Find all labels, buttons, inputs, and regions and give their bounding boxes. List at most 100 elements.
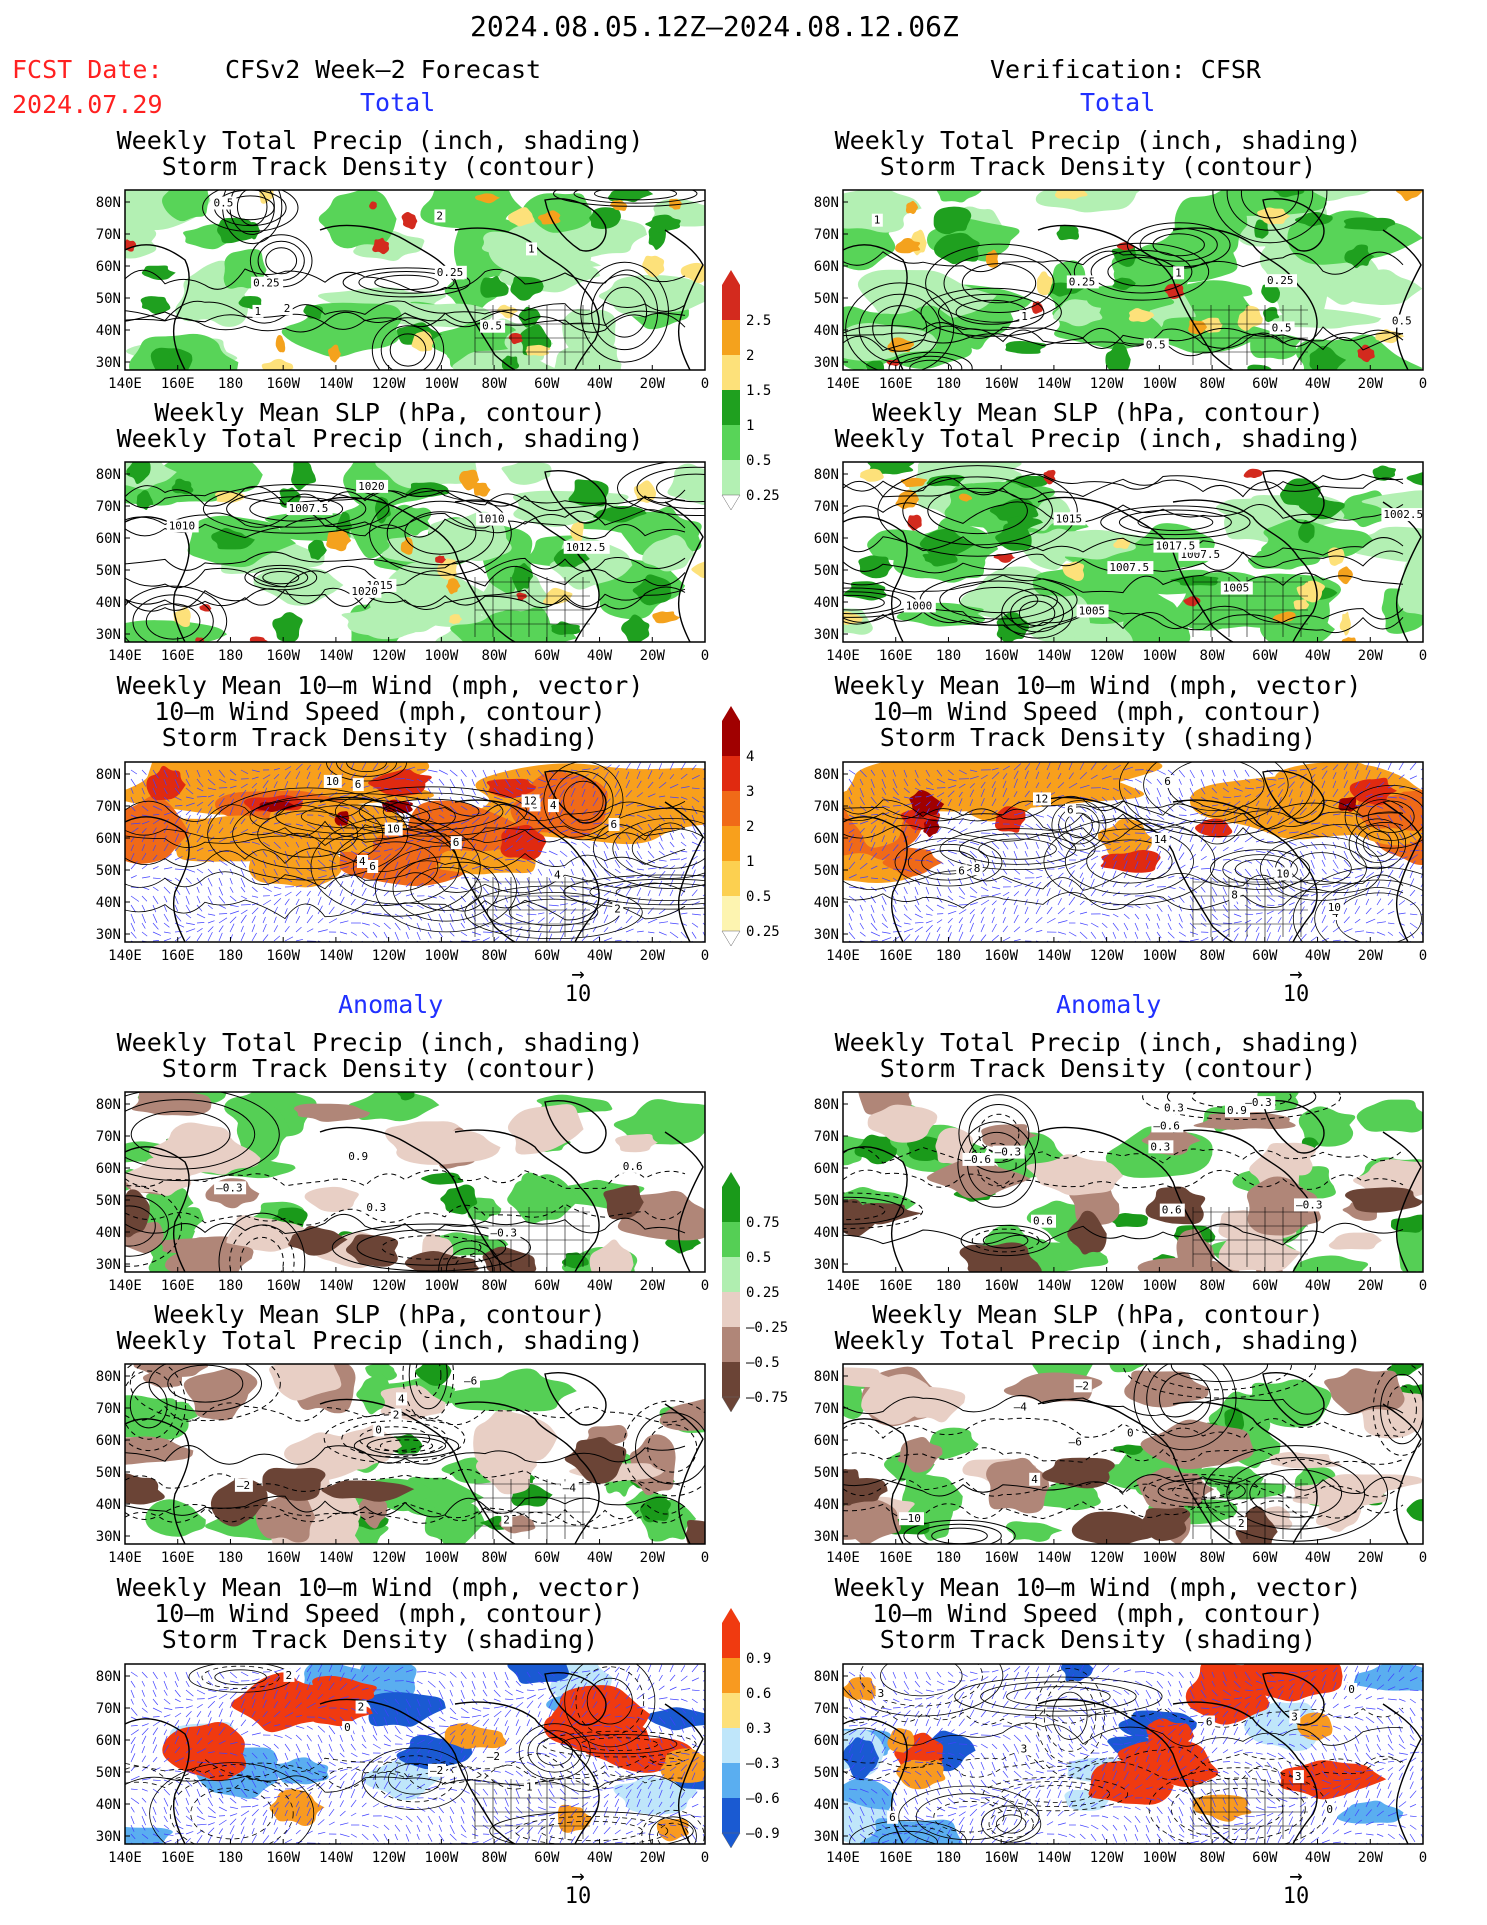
wind-vector	[372, 877, 378, 888]
wind-vector	[130, 931, 137, 939]
wind-vector	[174, 1797, 179, 1806]
wind-vector	[647, 1761, 657, 1766]
wind-vector	[958, 1671, 968, 1677]
wind-vector	[361, 1674, 369, 1682]
wind-vector	[163, 886, 171, 894]
wind-vector	[603, 1700, 611, 1709]
wind-vector	[1057, 859, 1066, 863]
map-content: –0.60.3–0.30.90.6–0.3–0.6–0.30.60.3	[843, 1092, 1423, 1272]
wind-vector	[427, 922, 432, 932]
wind-vector	[636, 1716, 644, 1721]
wind-vector	[1398, 841, 1406, 847]
wind-vector	[1046, 762, 1051, 771]
map-frame	[124, 189, 706, 371]
wind-vector	[570, 1698, 575, 1709]
wind-vector	[185, 796, 194, 799]
wind-vector	[383, 1716, 388, 1726]
wind-vector	[881, 931, 891, 934]
contour-line	[125, 485, 686, 509]
wind-vector	[625, 780, 630, 789]
wind-vector	[1354, 763, 1359, 771]
wind-vector	[504, 935, 510, 942]
wind-vector	[405, 1815, 413, 1822]
wind-vector	[383, 1824, 390, 1830]
map-plot-area: 20.250.250.51210.580N70N60N50N40N30N140E…	[96, 189, 709, 392]
wind-vector	[592, 767, 600, 771]
wind-vector	[427, 805, 432, 813]
wind-vector	[1288, 914, 1293, 924]
contour-label: –0.3	[995, 1146, 1022, 1159]
wind-vector	[881, 895, 887, 905]
wind-vector	[537, 1728, 544, 1736]
wind-vector	[991, 767, 999, 771]
wind-vector	[925, 787, 934, 791]
lat-tick-label: 50N	[96, 1765, 121, 1781]
shading-region	[1235, 1506, 1278, 1544]
wind-vector	[870, 865, 878, 870]
wind-vector	[262, 1770, 267, 1778]
coastline-east	[454, 1701, 600, 1844]
coastline-greenland	[1262, 770, 1325, 824]
lat-tick-label: 30N	[96, 927, 121, 943]
wind-vector	[570, 886, 577, 891]
contour-line	[903, 1519, 1016, 1544]
contour-label: –0.6	[1153, 1119, 1180, 1132]
contour-label-bg	[234, 1478, 253, 1492]
shading-region	[236, 1103, 292, 1164]
contour-label-bg	[281, 302, 293, 315]
wind-vector	[295, 1779, 303, 1782]
shading-region	[645, 214, 681, 233]
wind-vector	[152, 904, 157, 913]
contour-line	[361, 1747, 468, 1810]
wind-vector	[1233, 795, 1242, 798]
wind-vector	[625, 1671, 631, 1682]
wind-vector	[339, 850, 346, 856]
shading-region	[516, 592, 527, 601]
wind-vector	[1310, 788, 1315, 798]
lon-tick-label: 140E	[826, 948, 860, 964]
shading-region	[474, 193, 500, 204]
wind-vector	[925, 886, 930, 895]
wind-vector	[295, 763, 303, 771]
wind-vector	[526, 1700, 534, 1709]
wind-vector	[526, 1680, 534, 1686]
wind-vector	[416, 922, 422, 932]
lat-tick-label: 50N	[96, 291, 121, 307]
wind-vector	[405, 1698, 412, 1708]
wind-vector	[1255, 778, 1263, 782]
contour-label-bg	[1265, 274, 1297, 288]
contour-label-bg	[355, 1700, 367, 1714]
lon-tick-label: 60W	[1252, 1278, 1278, 1294]
wind-vector	[130, 1806, 135, 1813]
wind-vector	[515, 1697, 524, 1700]
wind-vector	[702, 904, 705, 906]
wind-vector	[185, 833, 192, 843]
lon-tick-label: 160E	[879, 1278, 913, 1294]
wind-vector	[548, 1742, 556, 1745]
wind-vector	[317, 1664, 323, 1673]
wind-vector	[163, 904, 168, 912]
map-frame	[842, 1091, 1424, 1273]
wind-vector	[229, 792, 235, 798]
wind-vector	[1123, 778, 1133, 782]
contour-label: 2	[503, 1514, 510, 1527]
panel-title-fc-precip: Weekly Total Precip (inch, shading) Stor…	[100, 128, 660, 180]
wind-vector	[405, 1689, 411, 1695]
wind-vector	[207, 920, 215, 924]
wind-vector	[1365, 887, 1370, 897]
shading-region	[621, 614, 650, 642]
contour-line	[1119, 762, 1313, 838]
wind-vector	[141, 1764, 150, 1772]
wind-vector	[625, 1778, 635, 1781]
wind-vector	[317, 1819, 325, 1826]
contour-label-bg	[357, 855, 368, 868]
wind-vector	[1013, 926, 1021, 933]
wind-vector	[163, 1714, 171, 1718]
wind-vector	[273, 1807, 279, 1817]
wind-vector	[914, 787, 922, 792]
wind-vector	[859, 835, 864, 843]
coastline-greenland	[1262, 1372, 1325, 1426]
